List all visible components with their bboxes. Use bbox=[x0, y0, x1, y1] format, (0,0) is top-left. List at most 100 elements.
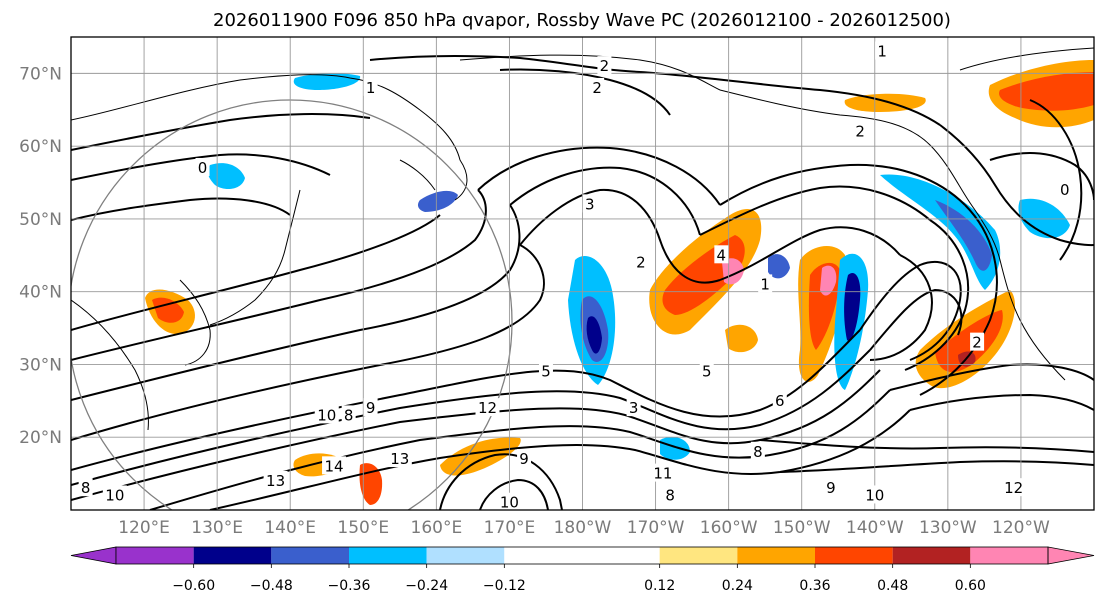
colorbar-tick-label: −0.24 bbox=[405, 578, 448, 594]
contour-label-bg bbox=[341, 405, 356, 424]
colorbar-tick-label: −0.12 bbox=[483, 578, 526, 594]
contour-label: 2 bbox=[600, 57, 610, 75]
shading-blob-tropic-orange bbox=[440, 437, 521, 476]
contour-label-bg bbox=[862, 485, 887, 504]
colorbar-frame bbox=[115, 546, 1049, 565]
colorbar: −0.60 −0.48 −0.36 −0.24 −0.12 0.12 0.24 0.36 0.4… bbox=[70, 546, 1095, 594]
colorbar-swatch bbox=[815, 547, 893, 564]
colorbar-tick-label: 0.60 bbox=[955, 578, 986, 594]
contour-label-bg bbox=[590, 77, 605, 96]
lon-axis: 120°E 130°E 140°E 150°E 160°E 170°E 180°W 170°W… bbox=[118, 518, 1050, 538]
contour-label-bg bbox=[663, 485, 678, 504]
contour-label: 0 bbox=[1060, 181, 1070, 199]
lat-tick-label: 40°N bbox=[19, 283, 62, 303]
contour-label: 2 bbox=[636, 254, 646, 272]
shading-blob-coast-cyan bbox=[880, 174, 1001, 290]
colorbar-swatch bbox=[970, 547, 1048, 564]
lon-tick-label: 140°E bbox=[264, 518, 316, 538]
shading-blob-kamchatka-blue bbox=[417, 190, 458, 212]
map-grid bbox=[71, 37, 1094, 510]
colorbar-tick-label: 0.24 bbox=[722, 578, 753, 594]
shading-blob-coast-blue bbox=[935, 200, 992, 271]
colorbar-swatch bbox=[892, 547, 971, 564]
lon-tick-label: 160°W bbox=[700, 518, 758, 538]
colorbar-swatch bbox=[349, 547, 427, 564]
contour-label: 0 bbox=[198, 159, 208, 177]
lat-tick-label: 20°N bbox=[19, 428, 62, 448]
contour-label: 4 bbox=[717, 246, 727, 264]
colorbar-swatch bbox=[116, 547, 194, 564]
colorbar-tick-label: 0.36 bbox=[799, 578, 830, 594]
lon-tick-label: 170°W bbox=[627, 518, 685, 538]
shading-blob-jetentrance-navy bbox=[586, 316, 602, 354]
lon-tick-label: 160°E bbox=[411, 518, 463, 538]
contour-label-bg bbox=[263, 470, 288, 489]
lon-tick-label: 140°W bbox=[846, 518, 904, 538]
contour-label-bg bbox=[195, 157, 210, 176]
contour-label-bg bbox=[475, 398, 500, 417]
shading-blob-eastern-navy bbox=[844, 272, 861, 341]
shading-blob-hawaii-cyan bbox=[660, 436, 690, 460]
contour-label: 1 bbox=[366, 79, 376, 97]
contour-label: 9 bbox=[519, 450, 529, 468]
contour-label: 11 bbox=[653, 465, 672, 483]
lat-tick-label: 50°N bbox=[19, 210, 62, 230]
contour-label-bg bbox=[758, 274, 773, 293]
contour-label: 2 bbox=[855, 123, 865, 141]
contour-label: 2 bbox=[592, 79, 602, 97]
shading-blob-east-cyan-south bbox=[768, 254, 790, 279]
colorbar-tick-label: −0.36 bbox=[328, 578, 371, 594]
contour-label: 10 bbox=[105, 486, 124, 504]
contour-label: 12 bbox=[1004, 479, 1023, 497]
lon-tick-label: 120°E bbox=[118, 518, 170, 538]
contour-label: 10 bbox=[317, 406, 336, 424]
lon-tick-label: 180°W bbox=[554, 518, 612, 538]
colorbar-tick-label: 0.12 bbox=[644, 578, 675, 594]
colorbar-tick-label: −0.48 bbox=[250, 578, 293, 594]
contour-label: 8 bbox=[665, 486, 675, 504]
contour-label-bg bbox=[102, 485, 127, 504]
lat-tick-label: 60°N bbox=[19, 137, 62, 157]
contour-label-bg bbox=[363, 398, 378, 417]
contour-label: 6 bbox=[775, 392, 785, 410]
contour-label-bg bbox=[714, 245, 729, 264]
contour-label: 1 bbox=[877, 43, 887, 61]
lat-tick-label: 70°N bbox=[19, 64, 62, 84]
contour-label-bg bbox=[633, 252, 648, 271]
lon-tick-label: 170°E bbox=[484, 518, 536, 538]
contour-label-bg bbox=[363, 77, 378, 96]
lon-tick-label: 150°W bbox=[773, 518, 831, 538]
contour-label-bg bbox=[597, 56, 612, 75]
lat-tick-label: 30°N bbox=[19, 355, 62, 375]
contour-label: 5 bbox=[541, 363, 551, 381]
contour-label-bg bbox=[497, 492, 522, 510]
contour-label: 5 bbox=[702, 363, 712, 381]
contour-label: 8 bbox=[344, 406, 354, 424]
contour-label-bg bbox=[1057, 179, 1072, 198]
contour-label-bg bbox=[626, 398, 641, 417]
contour-label: 12 bbox=[478, 399, 497, 417]
contour-label-bg bbox=[517, 449, 532, 468]
lon-tick-label: 150°E bbox=[337, 518, 389, 538]
contour-label: 9 bbox=[366, 399, 376, 417]
colorbar-swatch bbox=[659, 547, 738, 564]
coastlines bbox=[71, 47, 1094, 431]
contour-label-bg bbox=[387, 449, 412, 468]
contour-lines bbox=[71, 54, 1094, 510]
shading-blob-ne-cyan bbox=[1018, 198, 1070, 239]
contour-label-bg bbox=[322, 456, 347, 475]
contour-label-bg bbox=[582, 194, 597, 213]
contour-label: 14 bbox=[325, 457, 344, 475]
contour-label-bg bbox=[823, 478, 838, 497]
contour-label: 3 bbox=[629, 399, 639, 417]
colorbar-swatch bbox=[426, 547, 505, 564]
colorbar-extend-max bbox=[1047, 546, 1095, 565]
contour-label: 13 bbox=[390, 450, 409, 468]
shading-blob-se-red bbox=[935, 310, 1003, 373]
contour-label-bg bbox=[78, 478, 93, 497]
shading-blob-ne-red bbox=[999, 72, 1094, 111]
contour-label-bg bbox=[538, 361, 553, 380]
contour-label-bg bbox=[699, 361, 714, 380]
